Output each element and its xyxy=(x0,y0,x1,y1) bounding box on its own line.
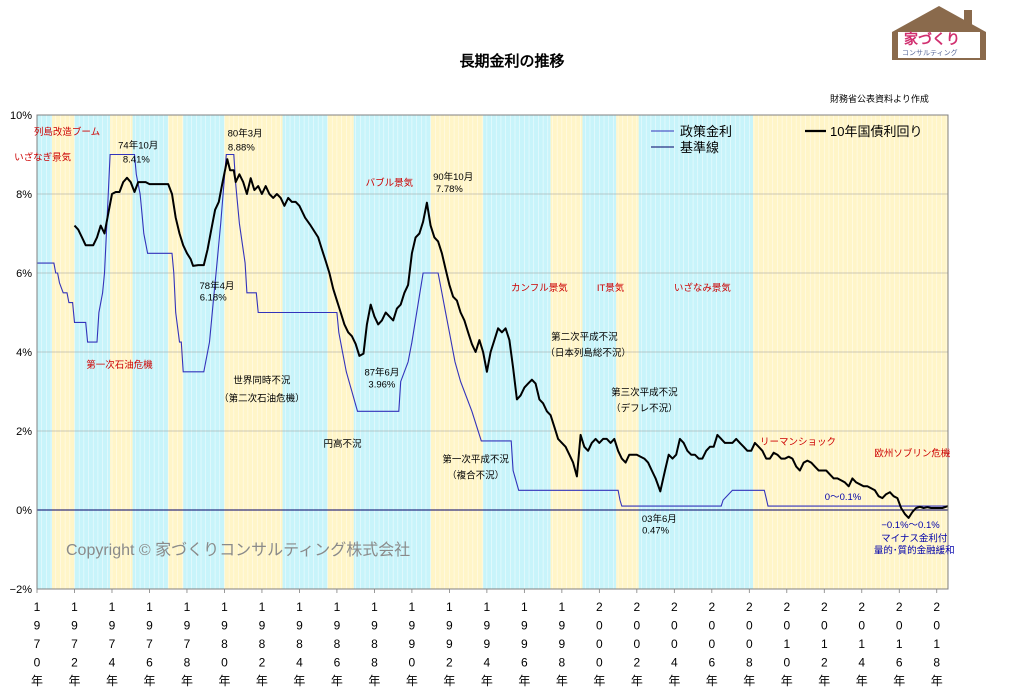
annotation-label: 量的･質的金融緩和 xyxy=(874,544,955,556)
legend-policy-label: 政策金利 xyxy=(680,124,732,139)
y-tick-label: 8% xyxy=(16,189,32,201)
annotation-label: 第二次平成不況 xyxy=(551,331,618,343)
copyright-text: Copyright © 家づくりコンサルティング株式会社 xyxy=(66,541,410,559)
grid-lines xyxy=(36,114,948,590)
annotation-label: 第一次平成不況 xyxy=(442,454,509,466)
annotation-label: 8.88% xyxy=(228,143,255,154)
y-tick-label: 6% xyxy=(16,268,32,280)
annotation-label: 78年4月 xyxy=(200,280,235,292)
annotation-label: カンフル景気 xyxy=(511,282,568,294)
annotation-label: マイナス金利付 xyxy=(881,533,948,545)
annotation-label: （複合不況） xyxy=(447,469,504,481)
axes: 10% 8% 6% 4% 2% 0% −2% 1 9 7 0 年 1 9 7 2 年 1 9 7 4 年 1 9 7 6 年 1 9 7 8… xyxy=(10,110,949,688)
source-note: 財務省公表資料より作成 xyxy=(830,95,929,105)
annotation-label: 6.18% xyxy=(200,293,227,304)
y-tick-label: 4% xyxy=(16,347,32,359)
y-tick-label: 2% xyxy=(16,426,32,438)
y-tick-label: 10% xyxy=(10,110,32,122)
policy-rate-line xyxy=(37,153,948,507)
annotation-label: 列島改造ブーム xyxy=(34,126,100,138)
annotation-label: 74年10月 xyxy=(118,140,158,152)
annotation-label: バブル景気 xyxy=(366,177,414,189)
legend-base-label: 基準線 xyxy=(680,140,719,155)
annotation-label: （日本列島総不況） xyxy=(545,347,631,359)
series-lines xyxy=(37,153,949,519)
y-tick-label: −2% xyxy=(10,584,33,596)
legend-bond-label: 10年国債利回り xyxy=(830,124,922,139)
bond-yield-line xyxy=(73,158,949,519)
annotation-label: いざなぎ景気 xyxy=(14,151,72,163)
plot-frame xyxy=(36,114,949,590)
annotation-label: （デフレ不況） xyxy=(611,402,678,414)
annotation-label: 90年10月 xyxy=(433,171,473,183)
legend: 政策金利 10年国債利回り 基準線 xyxy=(651,124,922,155)
y-tick-label: 0% xyxy=(16,505,32,517)
annotation-label: 80年3月 xyxy=(228,128,263,140)
chart-title: 長期金利の推移 xyxy=(459,52,565,70)
annotation-label: 欧州ソブリン危機 xyxy=(874,448,951,460)
annotation-label: 世界同時不況 xyxy=(233,375,291,387)
logo-main-text: 家づくり xyxy=(904,31,960,47)
annotation-label: 円高不況 xyxy=(324,438,363,450)
annotation-label: 0〜0.1% xyxy=(825,492,862,503)
annotation-label: 3.96% xyxy=(368,380,395,391)
logo-sub-text: コンサルティング xyxy=(902,48,958,57)
company-logo: 家づくり コンサルティング xyxy=(884,2,994,64)
annotation-label: −0.1%〜0.1% xyxy=(881,520,940,531)
annotation-label: いざなみ景気 xyxy=(674,282,732,294)
annotation-label: （第二次石油危機） xyxy=(219,392,305,404)
annotation-label: リーマンショック xyxy=(760,437,836,448)
annotation-label: 第三次平成不況 xyxy=(611,386,678,398)
annotation-label: 0.47% xyxy=(642,526,669,537)
annotation-label: 7.78% xyxy=(436,184,463,195)
annotation-label: 87年6月 xyxy=(364,367,399,379)
annotation-label: 第一次石油危機 xyxy=(86,359,153,371)
annotation-label: IT景気 xyxy=(597,282,625,294)
annotation-label: 03年6月 xyxy=(642,513,677,525)
annotation-label: 8.41% xyxy=(123,154,150,165)
